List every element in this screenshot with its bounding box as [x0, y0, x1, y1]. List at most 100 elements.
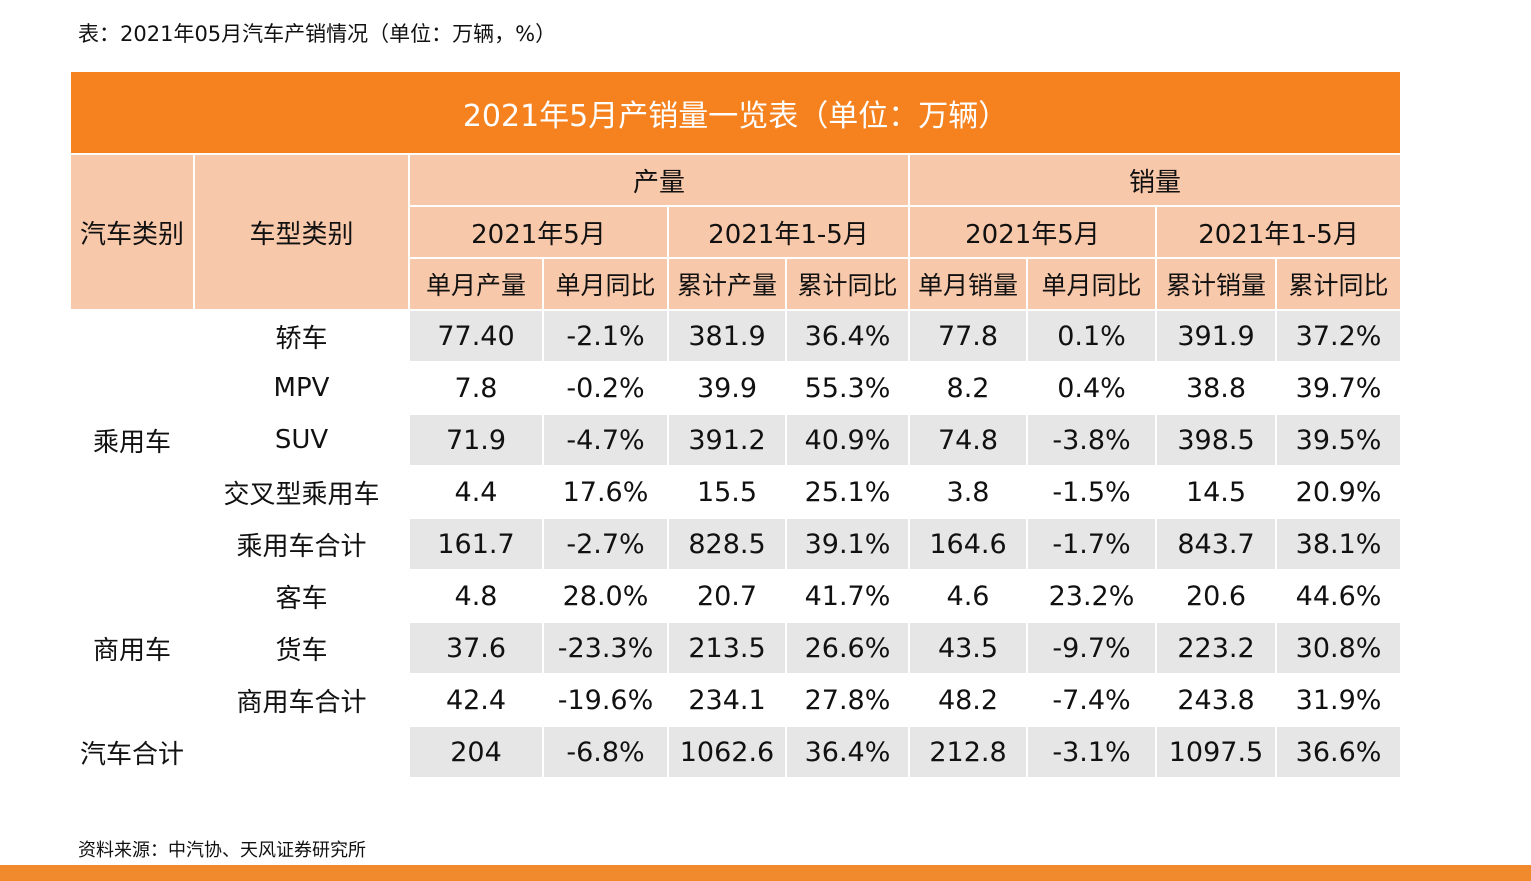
type-cell: SUV: [193, 413, 410, 467]
data-cell: 36.6%: [1274, 725, 1403, 779]
type-cell: 货车: [193, 621, 410, 675]
data-cell: 27.8%: [785, 673, 910, 727]
data-cell: 164.6: [908, 517, 1028, 571]
data-cell: 20.9%: [1274, 465, 1403, 519]
table-row: 乘用车 轿车 77.40 -2.1% 381.9 36.4% 77.8 0.1% 391.9 37…: [69, 309, 1403, 571]
caption: 表：2021年05月汽车产销情况（单位：万辆，%）: [78, 22, 557, 46]
data-cell: 213.5: [667, 621, 787, 675]
table-row: 货车 37.6 -23.3% 213.5 26.6% 43.5 -9.7% 223.2 30.8…: [70, 621, 1403, 675]
data-cell: 161.7: [408, 517, 544, 571]
data-cell: 71.9: [408, 413, 544, 467]
header-cell: 销量: [907, 153, 1403, 207]
data-cell: 39.1%: [785, 517, 910, 571]
data-cell: 30.8%: [1274, 621, 1403, 675]
type-cell: 交叉型乘用车: [193, 465, 410, 519]
data-cell: -1.7%: [1026, 517, 1157, 571]
data-cell: 4.8: [408, 569, 544, 623]
data-cell: 828.5: [667, 517, 787, 571]
data-cell: -6.8%: [542, 725, 669, 779]
type-cell: 商用车合计: [193, 673, 410, 727]
header-cell: 累计产量: [667, 257, 787, 311]
data-cell: 37.6: [408, 621, 544, 675]
table-row: 交叉型乘用车 4.4 17.6% 15.5 25.1% 3.8 -1.5% 14.5 20.9%: [70, 465, 1403, 519]
data-cell: 38.8: [1155, 361, 1277, 415]
table-row: SUV 71.9 -4.7% 391.2 40.9% 74.8 -3.8% 398.5 39.5…: [70, 413, 1403, 467]
data-cell: 55.3%: [785, 361, 910, 415]
data-cell: 20.7: [667, 569, 787, 623]
data-cell: 40.9%: [785, 413, 910, 467]
data-cell: 398.5: [1155, 413, 1277, 467]
header-cell: 汽车类别: [69, 153, 195, 311]
type-cell: 轿车: [193, 309, 410, 363]
data-cell: 43.5: [908, 621, 1028, 675]
data-cell: 42.4: [408, 673, 544, 727]
data-cell: 38.1%: [1274, 517, 1403, 571]
data-cell: 20.6: [1155, 569, 1277, 623]
header-cell: 累计销量: [1155, 257, 1277, 311]
header-cell: 单月销量: [908, 257, 1028, 311]
data-cell: 15.5: [667, 465, 787, 519]
data-cell: 243.8: [1155, 673, 1277, 727]
type-cell: MPV: [193, 361, 410, 415]
data-cell: 381.9: [667, 309, 787, 363]
data-table: 2021年5月产销量一览表（单位：万辆） 汽车类别 车型类别 产量 销量 2021年5月 2…: [68, 70, 1403, 779]
table-row: MPV 7.8 -0.2% 39.9 55.3% 8.2 0.4% 38.8 39.7%: [70, 361, 1403, 415]
header-cell: 单月同比: [1026, 257, 1157, 311]
data-cell: -2.1%: [542, 309, 669, 363]
header-cell: 累计同比: [1274, 257, 1403, 311]
table-row: 商用车 客车 4.8 28.0% 20.7 41.7% 4.6 23.2% 20.6 44.6%: [69, 569, 1403, 727]
data-cell: -3.8%: [1026, 413, 1157, 467]
header-cell: 2021年1-5月: [1154, 205, 1403, 259]
data-cell: -2.7%: [542, 517, 669, 571]
data-cell: 223.2: [1155, 621, 1277, 675]
data-cell: 204: [408, 725, 544, 779]
type-cell: 客车: [193, 569, 410, 623]
table-row: 汽车合计 204 -6.8% 1062.6 36.4% 212.8 -3.1% 1097.5 3…: [69, 725, 1403, 779]
data-cell: 1062.6: [667, 725, 787, 779]
data-cell: 4.4: [408, 465, 544, 519]
data-cell: -23.3%: [542, 621, 669, 675]
data-cell: 3.8: [908, 465, 1028, 519]
data-cell: 17.6%: [542, 465, 669, 519]
group-cell: 汽车合计: [69, 725, 195, 779]
table-row: 乘用车合计 161.7 -2.7% 828.5 39.1% 164.6 -1.7% 843.7…: [70, 517, 1403, 571]
table-row: 2021年5月产销量一览表（单位：万辆）: [68, 70, 1403, 155]
header-cell: 车型类别: [193, 153, 410, 311]
data-cell: 0.1%: [1026, 309, 1157, 363]
data-cell: 23.2%: [1026, 569, 1157, 623]
header-cell: 单月同比: [542, 257, 669, 311]
data-cell: -1.5%: [1026, 465, 1157, 519]
type-cell: 乘用车合计: [193, 517, 410, 571]
data-cell: 31.9%: [1274, 673, 1403, 727]
data-cell: 7.8: [408, 361, 544, 415]
footer-bar: [0, 865, 1531, 881]
data-cell: 77.40: [408, 309, 544, 363]
table-row: 汽车类别 车型类别 产量 销量: [69, 153, 1403, 311]
data-cell: 44.6%: [1274, 569, 1403, 623]
data-cell: 26.6%: [785, 621, 910, 675]
header-cell: 单月产量: [408, 257, 544, 311]
data-cell: 48.2: [908, 673, 1028, 727]
data-cell: 234.1: [667, 673, 787, 727]
data-cell: 74.8: [908, 413, 1028, 467]
data-cell: 0.4%: [1026, 361, 1157, 415]
data-cell: 8.2: [908, 361, 1028, 415]
data-cell: -9.7%: [1026, 621, 1157, 675]
group-cell: 商用车: [69, 569, 195, 727]
data-cell: 14.5: [1155, 465, 1277, 519]
data-cell: 843.7: [1155, 517, 1277, 571]
table-row: 单月产量 单月同比 累计产量 累计同比 单月销量 单月同比 累计销量 累计同比: [70, 257, 1403, 311]
data-cell: -19.6%: [542, 673, 669, 727]
table-row: 商用车合计 42.4 -19.6% 234.1 27.8% 48.2 -7.4% 243.8 3…: [70, 673, 1403, 727]
data-cell: -0.2%: [542, 361, 669, 415]
data-cell: -4.7%: [542, 413, 669, 467]
data-cell: 39.5%: [1274, 413, 1403, 467]
data-cell: 4.6: [908, 569, 1028, 623]
data-cell: 37.2%: [1274, 309, 1403, 363]
header-cell: 产量: [408, 153, 910, 207]
data-cell: 36.4%: [785, 309, 910, 363]
group-cell: 乘用车: [69, 309, 195, 571]
data-cell: 28.0%: [542, 569, 669, 623]
data-cell: 391.9: [1155, 309, 1277, 363]
